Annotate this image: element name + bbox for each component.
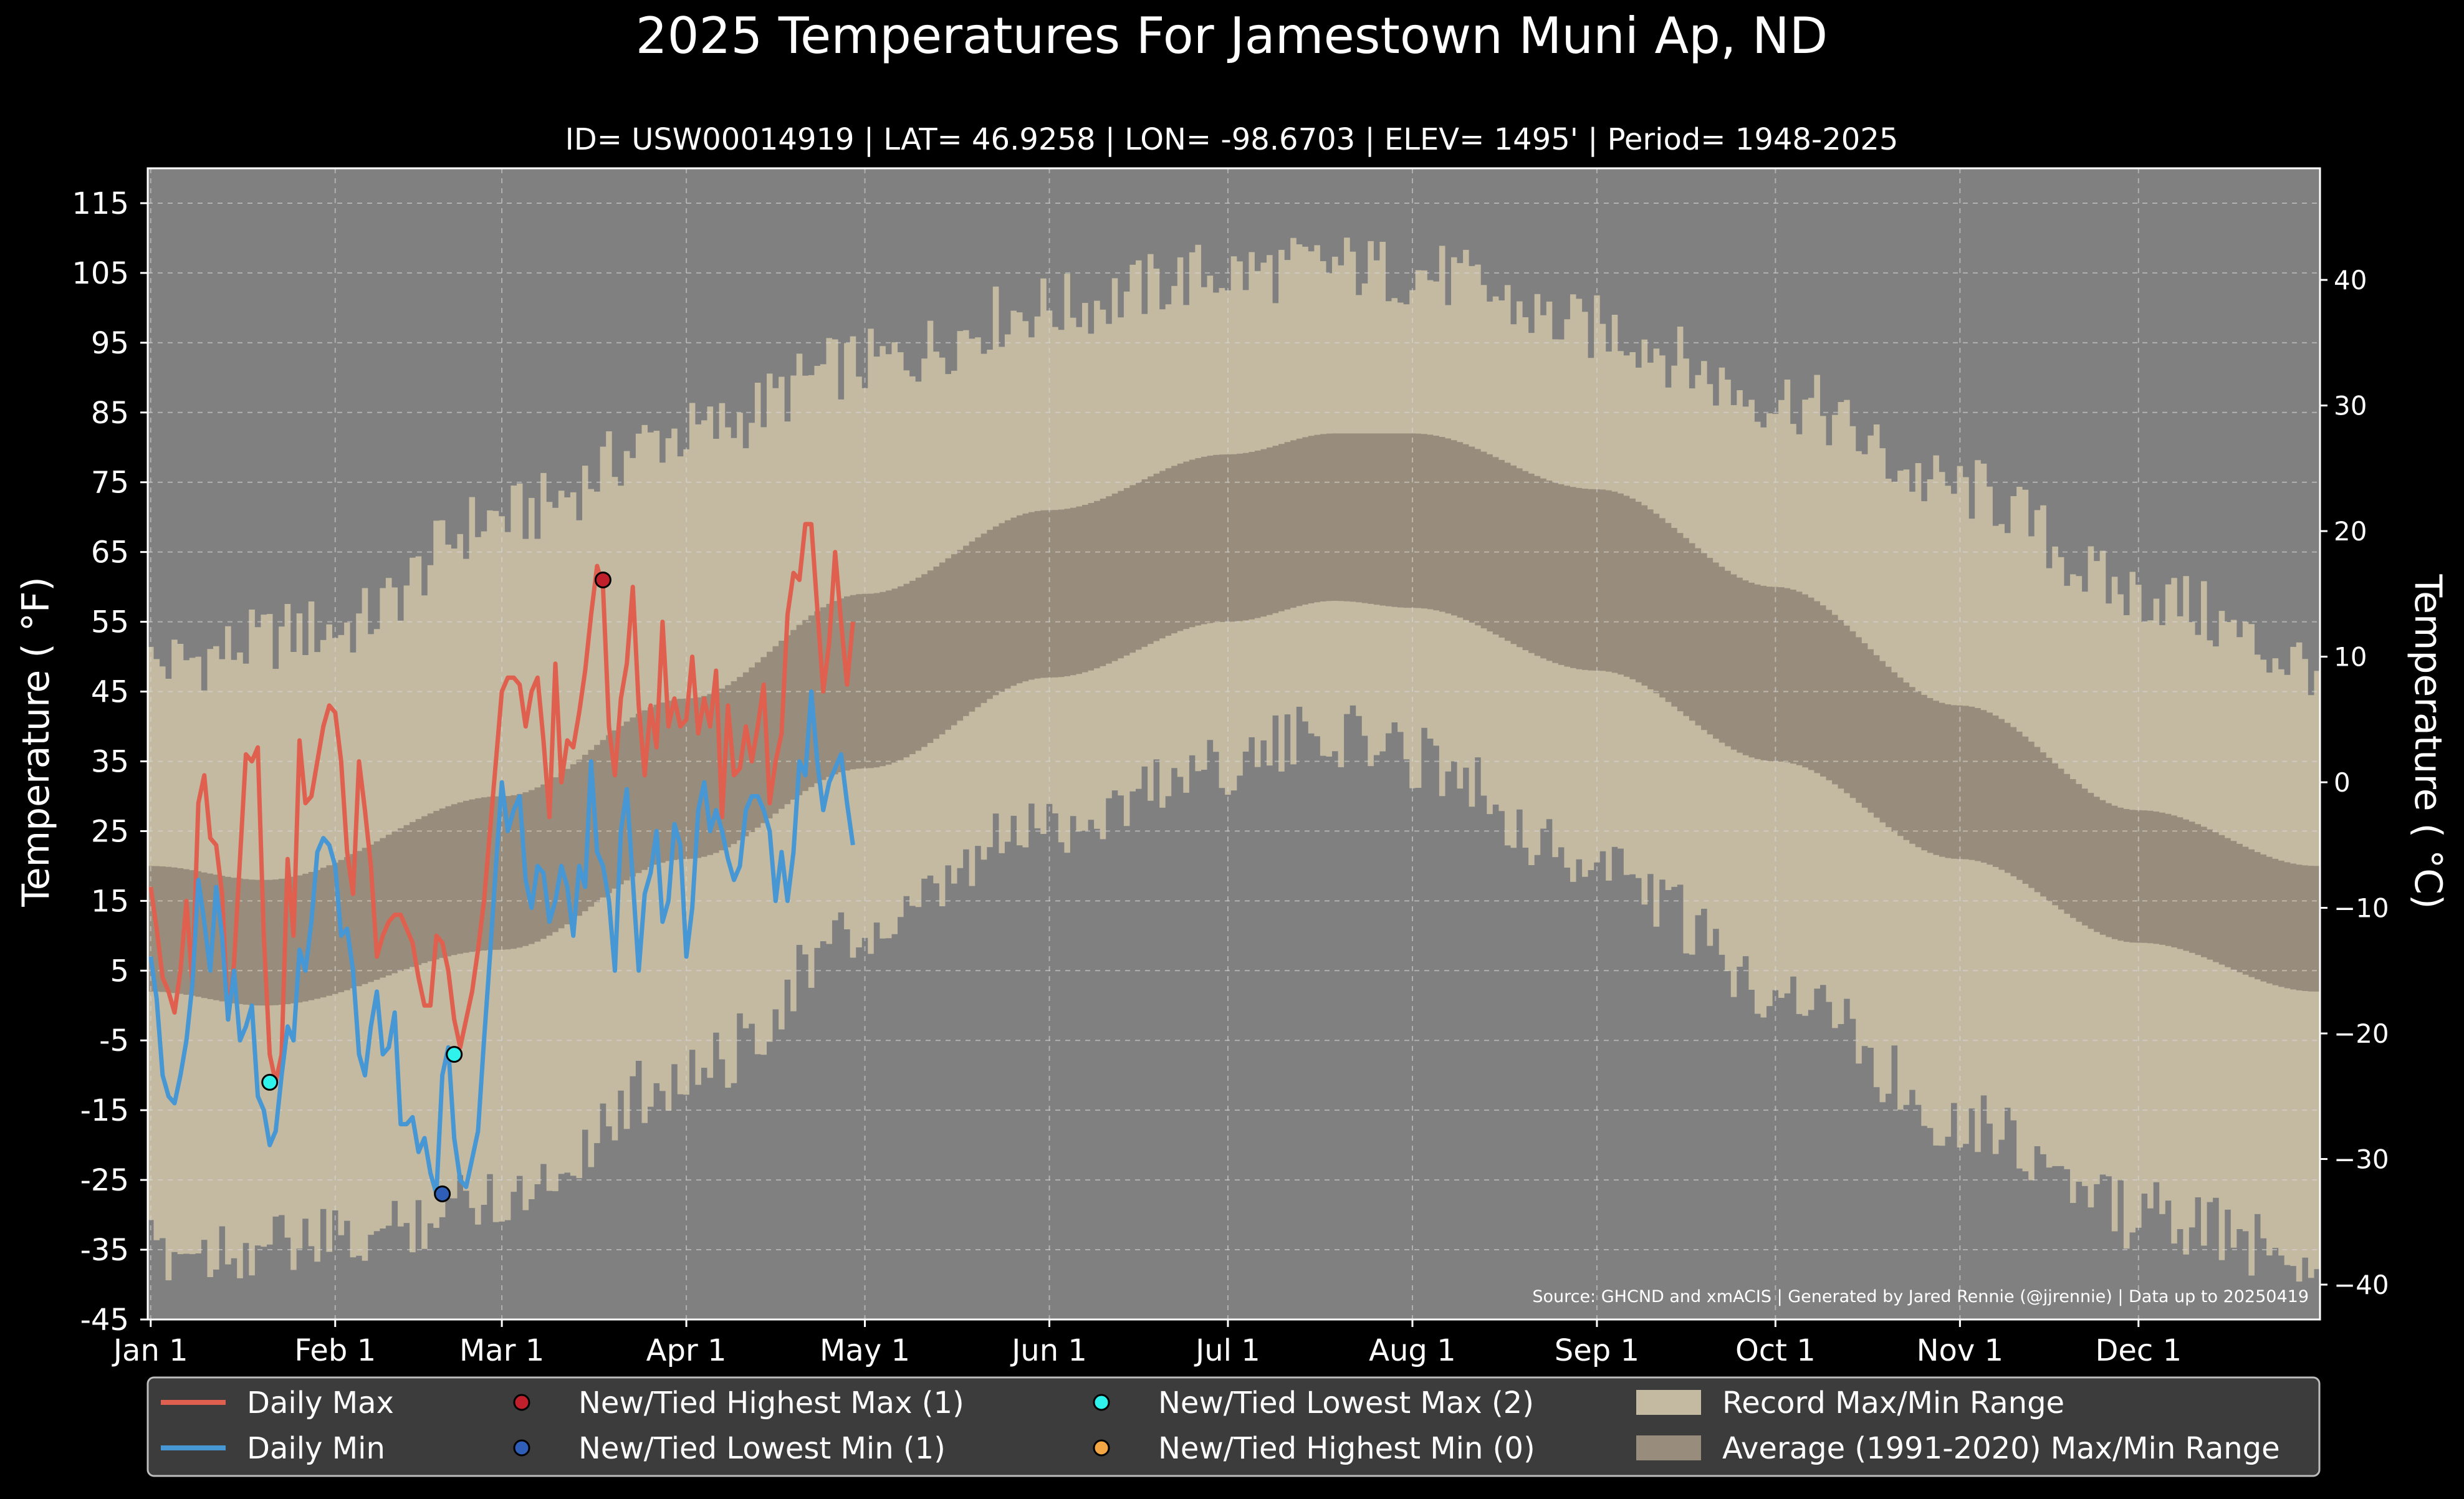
chart-subtitle: ID= USW00014919 | LAT= 46.9258 | LON= -9…: [565, 122, 1899, 157]
y-tick-label: 45: [91, 675, 129, 710]
source-note: Source: GHCND and xmACIS | Generated by …: [1532, 1287, 2309, 1306]
y-right-tick-label: 30: [2334, 391, 2367, 421]
y-tick-label: -5: [99, 1023, 129, 1058]
y-tick-label: 25: [91, 814, 129, 849]
y-axis-label-left: Temperature ( °F): [14, 577, 58, 908]
x-tick-label: Jan 1: [112, 1333, 188, 1368]
legend-label: Daily Max: [247, 1386, 394, 1420]
x-tick-label: Jul 1: [1194, 1333, 1260, 1368]
legend-swatch-patch: [1636, 1390, 1701, 1415]
y-tick-label: -15: [80, 1093, 129, 1128]
y-right-tick-label: −20: [2334, 1018, 2389, 1049]
y-tick-label: -35: [80, 1233, 129, 1268]
daily-max-line: [148, 522, 855, 1085]
legend-label: New/Tied Highest Max (1): [578, 1386, 964, 1420]
x-tick-label: May 1: [820, 1333, 910, 1368]
y-tick-label: -25: [80, 1163, 129, 1198]
y-tick-label: 115: [72, 186, 129, 221]
y-tick-label: 55: [91, 605, 129, 640]
legend-label: Average (1991-2020) Max/Min Range: [1722, 1431, 2280, 1466]
y-tick-label: 105: [72, 256, 129, 291]
y-right-tick-label: 40: [2334, 265, 2367, 295]
x-tick-label: Nov 1: [1917, 1333, 2003, 1368]
legend-label: Record Max/Min Range: [1722, 1386, 2064, 1420]
legend-box: [146, 1376, 2321, 1477]
y-right-tick-label: 0: [2334, 767, 2351, 798]
legend-swatch-dot: [513, 1394, 530, 1411]
x-tick-label: Apr 1: [646, 1333, 727, 1368]
y-tick-label: 5: [110, 954, 129, 989]
x-tick-label: Oct 1: [1735, 1333, 1816, 1368]
x-tick-label: Feb 1: [294, 1333, 376, 1368]
legend-swatch-dot: [1093, 1439, 1110, 1457]
chart-title: 2025 Temperatures For Jamestown Muni Ap,…: [636, 7, 1828, 65]
y-tick-label: 75: [91, 466, 129, 500]
record-range-area: [148, 237, 2320, 1282]
legend-swatch-dot: [1093, 1394, 1110, 1411]
y-axis-label-right: Temperature ( °C): [2406, 574, 2450, 909]
plot-frame: [146, 167, 2321, 1321]
x-tick-label: Aug 1: [1369, 1333, 1456, 1368]
x-tick-label: Mar 1: [459, 1333, 544, 1368]
daily-min-line: [148, 689, 855, 1196]
legend-label: Daily Min: [247, 1431, 385, 1466]
normal-range-area: [148, 433, 2320, 1006]
y-tick-label: -45: [80, 1303, 129, 1338]
legend-label: New/Tied Lowest Max (2): [1158, 1386, 1534, 1420]
record-marker: [261, 1073, 279, 1091]
legend-swatch-dot: [513, 1439, 530, 1457]
legend-label: New/Tied Lowest Min (1): [578, 1431, 946, 1466]
record-marker: [434, 1185, 451, 1203]
y-right-tick-label: 10: [2334, 642, 2367, 673]
y-tick-label: 95: [91, 326, 129, 361]
record-marker: [446, 1046, 463, 1063]
y-right-tick-label: 20: [2334, 516, 2367, 547]
x-tick-label: Sep 1: [1555, 1333, 1639, 1368]
record-marker: [594, 571, 611, 588]
y-tick-label: 65: [91, 535, 129, 570]
legend-swatch-patch: [1636, 1435, 1701, 1460]
legend-label: New/Tied Highest Min (0): [1158, 1431, 1535, 1466]
y-right-tick-label: −10: [2334, 893, 2389, 924]
legend: Daily Max Daily Min New/Tied Highest Max (…: [146, 1376, 2321, 1477]
y-right-tick-label: −40: [2334, 1270, 2389, 1300]
y-tick-label: 85: [91, 396, 129, 431]
y-right-tick-label: −30: [2334, 1144, 2389, 1175]
plot-area: 115 105 95 85 75 65 55 45 35 25 15 5 -5 -15 -25 -35 -45 4…: [72, 167, 2389, 1368]
x-tick-label: Dec 1: [2095, 1333, 2182, 1368]
y-tick-label: 15: [91, 884, 129, 919]
x-tick-label: Jun 1: [1010, 1333, 1087, 1368]
y-tick-label: 35: [91, 744, 129, 779]
